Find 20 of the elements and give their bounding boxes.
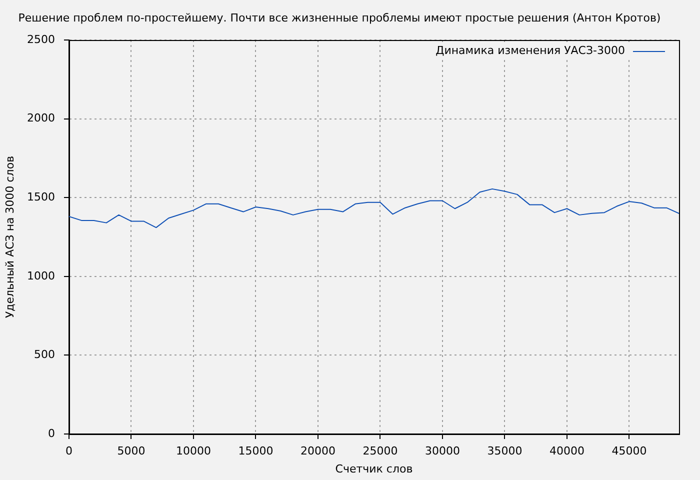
- chart-title: Решение проблем по-простейшему. Почти все жизненные проблемы имеют простые решения (Антон Кротов): [18, 11, 661, 24]
- y-tick-label: 2000: [27, 112, 55, 125]
- x-tick-label: 15000: [238, 444, 274, 458]
- x-tick-label: 5000: [117, 444, 146, 458]
- y-tick-label: 500: [34, 348, 55, 362]
- x-tick-label: 45000: [612, 444, 647, 458]
- y-tick-label: 1000: [27, 269, 55, 282]
- x-tick-label: 30000: [424, 444, 460, 458]
- x-tick-label: 25000: [362, 444, 398, 458]
- y-tick-label: 1500: [27, 190, 55, 204]
- x-tick-label: 35000: [487, 444, 522, 458]
- x-tick-label: 40000: [549, 444, 584, 458]
- legend-label: Динамика изменения УАСЗ-3000: [436, 44, 625, 57]
- x-axis-title: Счетчик слов: [335, 462, 413, 476]
- y-tick-label: 0: [48, 426, 55, 440]
- x-tick-label: 10000: [176, 444, 211, 458]
- x-tick-label: 0: [66, 444, 72, 458]
- x-tick-label: 20000: [300, 444, 336, 458]
- y-tick-label: 2500: [27, 32, 55, 46]
- y-axis-title: Удельный АСЗ на 3000 слов: [3, 156, 16, 318]
